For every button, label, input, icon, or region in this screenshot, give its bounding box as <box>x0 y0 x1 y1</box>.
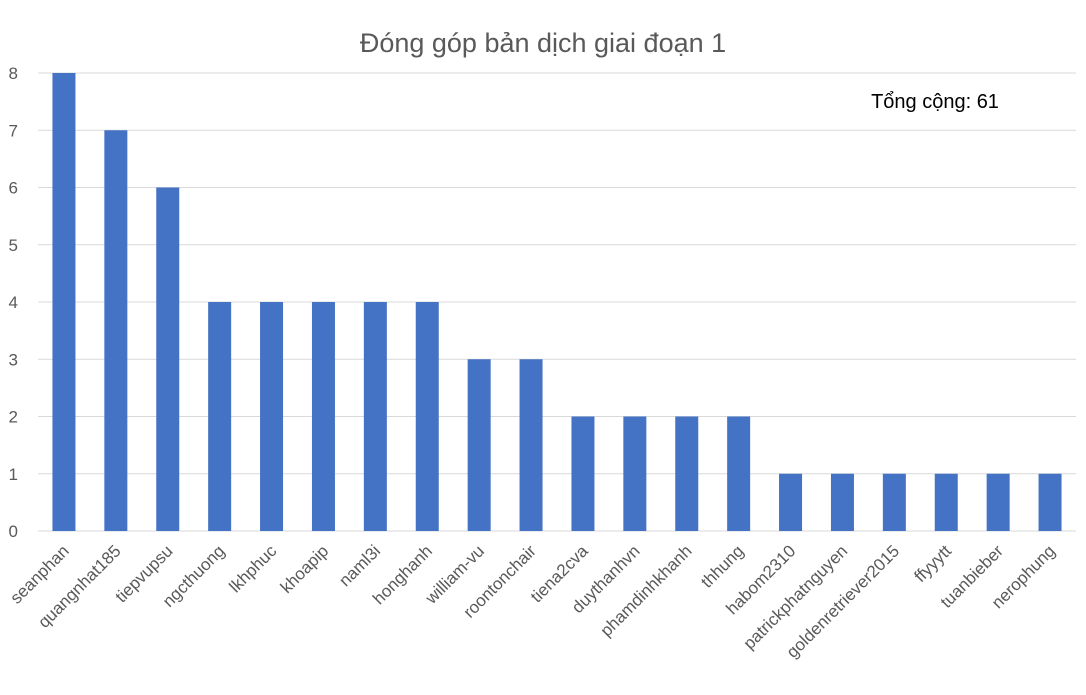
chart-title: Đóng góp bản dịch giai đoạn 1 <box>360 28 726 58</box>
bar-patrickphatnguyen <box>830 473 854 531</box>
y-tick-label: 8 <box>9 64 18 83</box>
x-axis-ticks: seanphanquangnhat185tiepvupsungcthuonglk… <box>7 541 1059 662</box>
bars <box>52 73 1062 531</box>
bar-ffyyytt <box>934 473 958 531</box>
y-tick-label: 6 <box>9 179 18 198</box>
bar-seanphan <box>52 73 76 531</box>
bar-tiepvupsu <box>156 187 180 531</box>
x-tick-label: naml3i <box>335 541 384 590</box>
bar-thhung <box>727 416 751 531</box>
x-tick-label: ffyyytt <box>910 541 955 586</box>
bar-habom2310 <box>779 473 803 531</box>
total-annotation: Tổng cộng: 61 <box>871 91 999 113</box>
x-tick-label: lkhphuc <box>226 541 281 596</box>
bar-lkhphuc <box>260 302 284 531</box>
y-tick-label: 4 <box>9 293 18 312</box>
bar-ngcthuong <box>208 302 232 531</box>
bar-nerophung <box>1038 473 1062 531</box>
bar-william-vu <box>467 359 491 531</box>
y-tick-label: 2 <box>9 408 18 427</box>
bar-naml3i <box>363 302 387 531</box>
bar-phamdinhkhanh <box>675 416 699 531</box>
y-tick-label: 3 <box>9 350 18 369</box>
y-tick-label: 5 <box>9 236 18 255</box>
gridlines <box>38 72 1076 532</box>
bar-honghanh <box>415 302 439 531</box>
x-tick-label: khoapip <box>277 541 333 597</box>
y-tick-label: 1 <box>9 465 18 484</box>
bar-tiena2cva <box>571 416 595 531</box>
y-tick-label: 0 <box>9 522 18 541</box>
bar-khoapip <box>311 302 335 531</box>
bar-quangnhat185 <box>104 130 128 531</box>
x-tick-label: thhung <box>697 541 747 591</box>
bar-roontonchair <box>519 359 543 531</box>
bar-goldenretriever2015 <box>882 473 906 531</box>
y-tick-label: 7 <box>9 121 18 140</box>
bar-tuanbieber <box>986 473 1010 531</box>
x-tick-label: phamdinhkhanh <box>597 541 696 640</box>
bar-duythanhvn <box>623 416 647 531</box>
y-axis-ticks: 0 1 2 3 4 5 6 7 8 <box>9 64 18 541</box>
